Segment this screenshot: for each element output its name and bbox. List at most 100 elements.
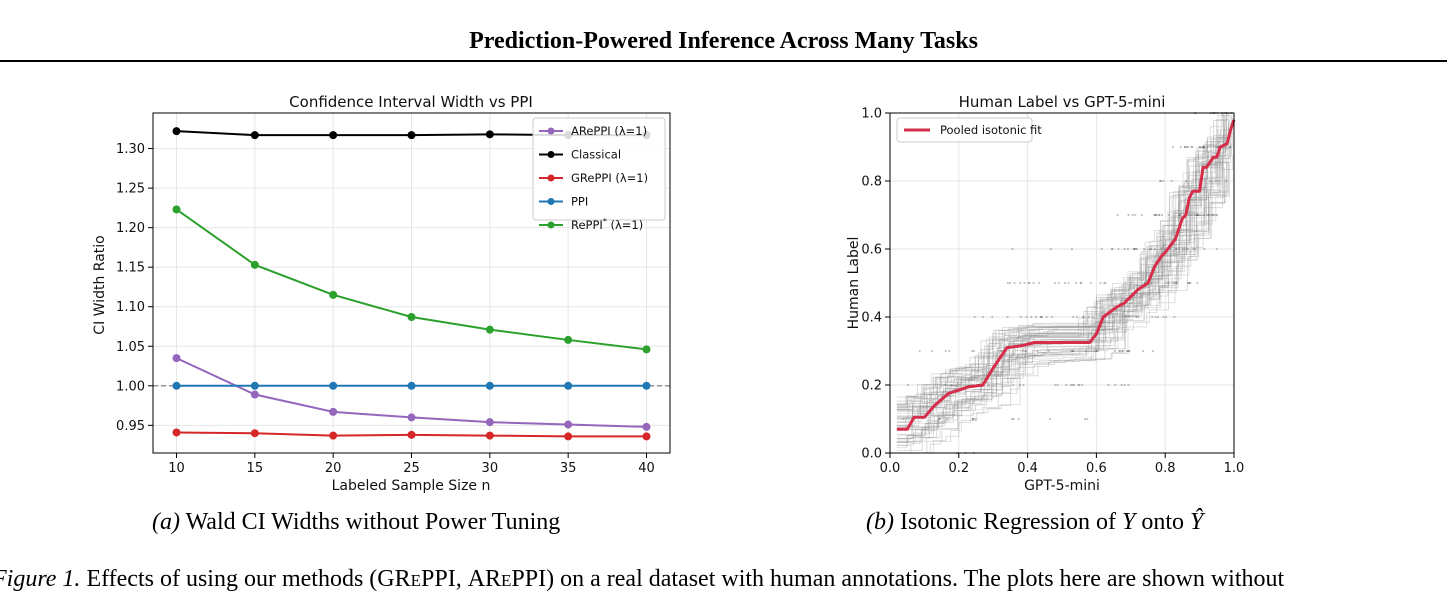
task-scatter-dot: [1111, 247, 1114, 251]
data-point-areppi-1: [485, 418, 494, 427]
task-scatter-dot: [1082, 315, 1085, 319]
task-scatter-dot: [1178, 247, 1181, 251]
task-scatter-dot: [1218, 179, 1221, 183]
task-fit-line: [896, 148, 1230, 408]
task-scatter-dot: [1127, 349, 1131, 353]
data-point-greppi-1: [407, 430, 416, 439]
chart-b-ytick-label: 0.0: [861, 447, 882, 462]
task-scatter-dot: [1100, 247, 1103, 251]
subcaption-b-text: Isotonic Regression of: [899, 509, 1122, 535]
legend-entry: RePPI* (λ=1): [571, 217, 643, 232]
task-scatter-dot: [1195, 213, 1198, 217]
chart-a-xtick-label: 35: [560, 461, 577, 476]
task-scatter-dot: [1134, 247, 1137, 251]
chart-a-xtick-label: 40: [638, 461, 655, 476]
task-scatter-dot: [981, 315, 985, 319]
task-scatter-dot: [1087, 315, 1090, 319]
task-fit-line: [896, 152, 1220, 419]
data-point-reppi: [564, 335, 573, 344]
chart-b-ytick-label: 0.2: [861, 379, 882, 394]
task-scatter-dot: [1053, 281, 1057, 285]
figure-caption: Figure 1. Effects of using our methods (…: [0, 566, 1284, 593]
task-fit-line: [896, 133, 1225, 454]
task-scatter-dot: [1070, 349, 1073, 353]
task-scatter-dot: [1164, 315, 1168, 319]
task-scatter-dot: [1150, 281, 1153, 285]
task-scatter-dot: [1072, 315, 1075, 319]
task-scatter-dot: [1126, 247, 1129, 251]
legend-entry: PPI: [571, 195, 588, 209]
task-scatter-dot: [1095, 349, 1098, 353]
task-scatter-dot: [1171, 145, 1175, 149]
chart-isotonic: Human Label vs GPT-5-mini GPT-5-mini Hum…: [846, 93, 1244, 494]
figure-caption-text-1: Effects of using our methods (: [86, 566, 378, 592]
task-scatter-dot: [1184, 179, 1188, 183]
task-scatter-dot: [1165, 281, 1168, 285]
task-scatter-dot: [1133, 247, 1136, 251]
data-point-ppi: [485, 381, 494, 390]
task-scatter-dot: [1190, 213, 1193, 217]
task-scatter-dot: [1070, 247, 1074, 251]
task-scatter-dot: [1170, 179, 1173, 183]
task-scatter-dot: [1177, 213, 1180, 217]
task-scatter-dot: [1167, 213, 1170, 217]
task-fit-line: [896, 161, 1230, 439]
task-scatter-dot: [972, 349, 976, 353]
data-point-reppi: [407, 313, 416, 321]
task-scatter-dot: [1198, 145, 1202, 149]
task-scatter-dot: [1022, 383, 1025, 387]
task-scatter-dot: [950, 383, 953, 387]
task-scatter-dot: [1196, 281, 1199, 285]
subcaption-a: (a) Wald CI Widths without Power Tuning: [152, 509, 560, 536]
chart-ci-width: Confidence Interval Width vs PPI Labeled…: [92, 93, 671, 494]
chart-b-legend: Pooled isotonic fit: [896, 117, 1042, 143]
task-fit-line: [896, 154, 1234, 435]
task-fit-line: [896, 164, 1230, 442]
task-scatter-dot: [1212, 213, 1215, 217]
task-scatter-dot: [1215, 247, 1218, 251]
chart-b-xtick-label: 0.4: [1017, 461, 1038, 476]
task-fit-line: [896, 167, 1225, 454]
figure-caption-label: Figure 1.: [0, 566, 81, 592]
chart-a-xtick-label: 15: [247, 461, 264, 476]
task-scatter-dot: [1078, 383, 1081, 387]
figure-caption-method-2: ARePPI: [467, 566, 547, 592]
task-scatter-dot: [1224, 145, 1228, 149]
task-scatter-dot: [1172, 281, 1176, 285]
task-fit-line: [896, 117, 1227, 424]
task-scatter-dot: [1006, 315, 1009, 319]
task-scatter-dot: [1107, 315, 1110, 319]
task-fit-line: [896, 148, 1226, 418]
task-scatter-dot: [1117, 247, 1120, 251]
data-point-ppi: [250, 381, 259, 390]
task-fit-line: [896, 120, 1225, 406]
task-scatter-dot: [1017, 417, 1020, 421]
task-fit-line: [896, 126, 1225, 436]
task-scatter-dot: [1019, 281, 1022, 285]
task-scatter-dot: [1079, 281, 1082, 285]
task-fit-line: [896, 122, 1229, 418]
data-point-areppi-1: [250, 390, 259, 399]
task-scatter-dot: [1192, 247, 1195, 251]
chart-b-xtick-label: 0.2: [948, 461, 969, 476]
task-fit-line: [896, 154, 1224, 452]
task-scatter-dot: [1195, 213, 1198, 217]
task-scatter-dot: [1153, 213, 1156, 217]
task-scatter-dot: [1140, 213, 1143, 217]
task-scatter-dot: [1118, 349, 1121, 353]
legend-entry: ARePPI (λ=1): [571, 124, 647, 138]
task-fit-line: [896, 117, 1233, 410]
task-fit-line: [896, 177, 1225, 454]
chart-a-ytick-label: 1.05: [116, 340, 145, 355]
data-point-classical: [407, 131, 416, 140]
task-scatter-dot: [1187, 247, 1190, 251]
data-point-ppi: [642, 381, 651, 390]
chart-a-ytick-label: 1.15: [116, 261, 145, 276]
data-point-ppi: [407, 381, 416, 390]
task-fit-line: [896, 115, 1234, 411]
task-fit-line: [896, 116, 1231, 419]
task-scatter-dot: [944, 349, 947, 353]
task-fit-line: [896, 113, 1229, 407]
data-point-ppi: [172, 381, 181, 390]
